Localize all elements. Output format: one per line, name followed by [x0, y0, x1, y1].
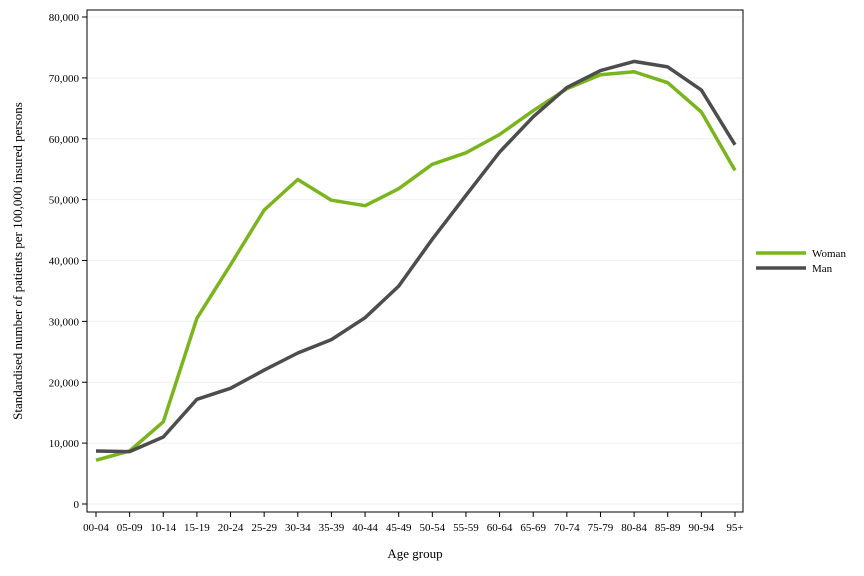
- x-tick-label: 05-09: [117, 522, 143, 534]
- legend: Woman Man: [756, 248, 846, 275]
- y-tick-label: 0: [74, 499, 80, 511]
- y-tick-label: 40,000: [49, 256, 80, 268]
- x-tick-label: 60-64: [487, 522, 513, 534]
- x-tick-label: 80-84: [621, 522, 647, 534]
- x-tick-label: 40-44: [352, 522, 378, 534]
- x-tick-label: 45-49: [386, 522, 412, 534]
- x-tick-label: 30-34: [285, 522, 311, 534]
- x-tick-label: 75-79: [588, 522, 614, 534]
- x-tick-label: 10-14: [150, 522, 176, 534]
- legend-label-man: Man: [812, 263, 833, 275]
- series-line-woman: [95, 70, 737, 462]
- x-tick-label: 20-24: [218, 522, 244, 534]
- y-tick-label: 80,000: [49, 12, 80, 24]
- x-axis: 00-04 05-09 10-14 15-19 20-24 25-29 30-34 35-39…: [83, 512, 744, 534]
- x-tick-label: 25-29: [251, 522, 277, 534]
- y-tick-label: 60,000: [49, 134, 80, 146]
- x-tick-label: 50-54: [419, 522, 445, 534]
- y-axis: 0 10,000 20,000 30,000 40,000 50,000 60,000 70,…: [49, 12, 87, 511]
- x-tick-label: 70-74: [554, 522, 580, 534]
- x-tick-label: 95+: [726, 522, 743, 534]
- y-tick-label: 50,000: [49, 195, 80, 207]
- y-axis-title: Standardised number of patients per 100,…: [10, 102, 25, 420]
- x-tick-label: 15-19: [184, 522, 210, 534]
- x-tick-label: 55-59: [453, 522, 479, 534]
- x-tick-label: 65-69: [520, 522, 546, 534]
- x-axis-title: Age group: [387, 546, 442, 561]
- x-tick-label: 35-39: [319, 522, 345, 534]
- series-lines: [95, 59, 737, 462]
- x-tick-label: 90-94: [689, 522, 715, 534]
- y-tick-label: 20,000: [49, 377, 80, 389]
- y-tick-label: 30,000: [49, 316, 80, 328]
- x-tick-label: 85-89: [655, 522, 681, 534]
- y-tick-label: 10,000: [49, 438, 80, 450]
- x-tick-label: 00-04: [83, 522, 109, 534]
- y-tick-label: 70,000: [49, 73, 80, 85]
- series-line-man: [95, 59, 737, 454]
- legend-label-woman: Woman: [812, 248, 846, 260]
